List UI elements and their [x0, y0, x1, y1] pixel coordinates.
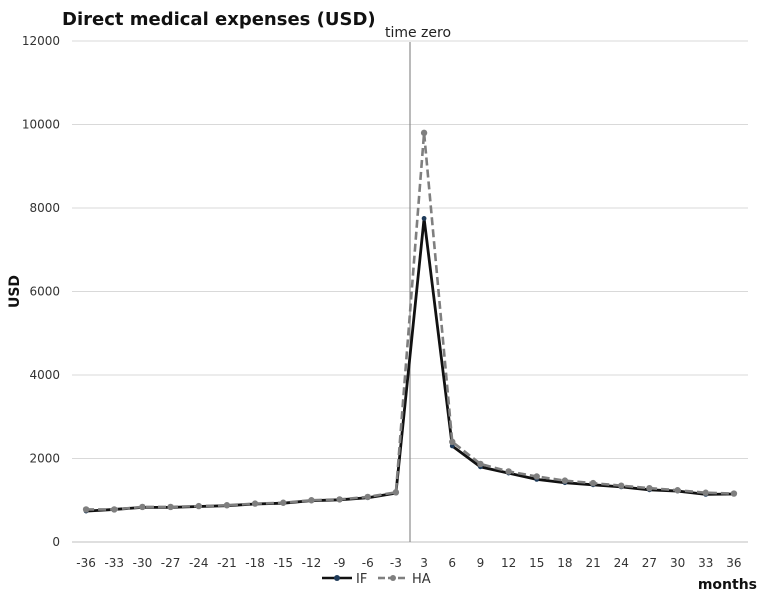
data-point-ha: [251, 500, 259, 507]
data-point-ha: [561, 477, 569, 484]
x-tick-label: -36: [76, 556, 96, 570]
data-point-ha: [82, 506, 90, 513]
legend: IF HA: [322, 572, 431, 587]
data-point-ha: [280, 499, 287, 506]
data-point-if: [449, 443, 455, 449]
chart-title: Direct medical expenses (USD): [62, 9, 376, 30]
x-tick-label: 12: [501, 556, 516, 570]
data-point-ha: [167, 503, 174, 511]
x-tick-label: -18: [245, 556, 265, 570]
x-tick-label: 30: [670, 556, 685, 570]
x-tick-label: 36: [726, 556, 741, 570]
data-point-ha: [308, 497, 315, 504]
x-tick-label: 27: [642, 556, 657, 570]
data-point-ha: [589, 479, 597, 487]
data-point-ha: [702, 489, 709, 496]
x-tick-label: 33: [698, 556, 713, 570]
data-point-ha: [477, 460, 484, 468]
x-tick-label: -6: [362, 556, 374, 570]
data-point-ha: [618, 482, 625, 489]
x-tick-label: -12: [302, 556, 322, 570]
x-tick-label: -27: [161, 556, 181, 570]
time-zero-annotation: time zero: [385, 25, 451, 542]
data-point-ha: [533, 473, 540, 480]
x-tick-label: 18: [557, 556, 572, 570]
y-axis-ticks: 0 2000 4000 6000 8000 10000 12000: [22, 34, 60, 549]
legend-label-ha: HA: [412, 572, 431, 587]
data-point-ha: [646, 484, 653, 492]
data-point-ha: [223, 502, 231, 509]
legend-marker-ha: [390, 575, 396, 581]
x-tick-label: 21: [585, 556, 600, 570]
data-point-ha: [420, 129, 428, 137]
y-tick-label: 12000: [22, 34, 60, 48]
y-tick-label: 10000: [22, 118, 60, 132]
x-tick-label: -9: [334, 556, 346, 570]
data-point-ha: [195, 502, 202, 510]
y-axis-label: USD: [7, 275, 23, 308]
x-tick-label: 6: [448, 556, 456, 570]
x-tick-label: 24: [614, 556, 629, 570]
x-tick-label: -3: [390, 556, 402, 570]
series-lines: [82, 129, 738, 514]
x-tick-label: -21: [217, 556, 237, 570]
data-point-ha: [336, 496, 343, 503]
data-point-ha: [449, 438, 456, 445]
data-point-if: [421, 216, 427, 221]
data-point-ha: [730, 490, 738, 497]
data-point-ha: [364, 493, 371, 501]
x-tick-label: 9: [477, 556, 485, 570]
x-tick-label: -33: [104, 556, 124, 570]
data-point-ha: [674, 487, 681, 494]
x-tick-label: -24: [189, 556, 209, 570]
x-tick-label: -15: [273, 556, 293, 570]
y-tick-label: 0: [52, 535, 60, 549]
y-tick-label: 2000: [29, 452, 60, 466]
series-line-ha: [86, 131, 734, 511]
x-axis-label: months: [698, 577, 757, 593]
y-tick-label: 6000: [29, 285, 60, 299]
data-point-ha: [139, 503, 146, 511]
x-axis-ticks: -36 -33 -30 -27 -24 -21 -18 -15 -12 -9 -6 -3 3 6 9 12 15…: [76, 556, 741, 570]
x-tick-label: 15: [529, 556, 544, 570]
legend-label-if: IF: [356, 572, 367, 587]
data-point-ha: [505, 468, 512, 475]
x-tick-label: 3: [420, 556, 428, 570]
y-tick-label: 4000: [29, 368, 60, 382]
time-zero-label: time zero: [385, 25, 451, 41]
data-point-ha: [111, 506, 118, 513]
data-point-ha: [392, 489, 400, 496]
x-tick-label: -30: [133, 556, 153, 570]
y-tick-label: 8000: [29, 201, 60, 215]
legend-marker-if: [334, 575, 340, 581]
